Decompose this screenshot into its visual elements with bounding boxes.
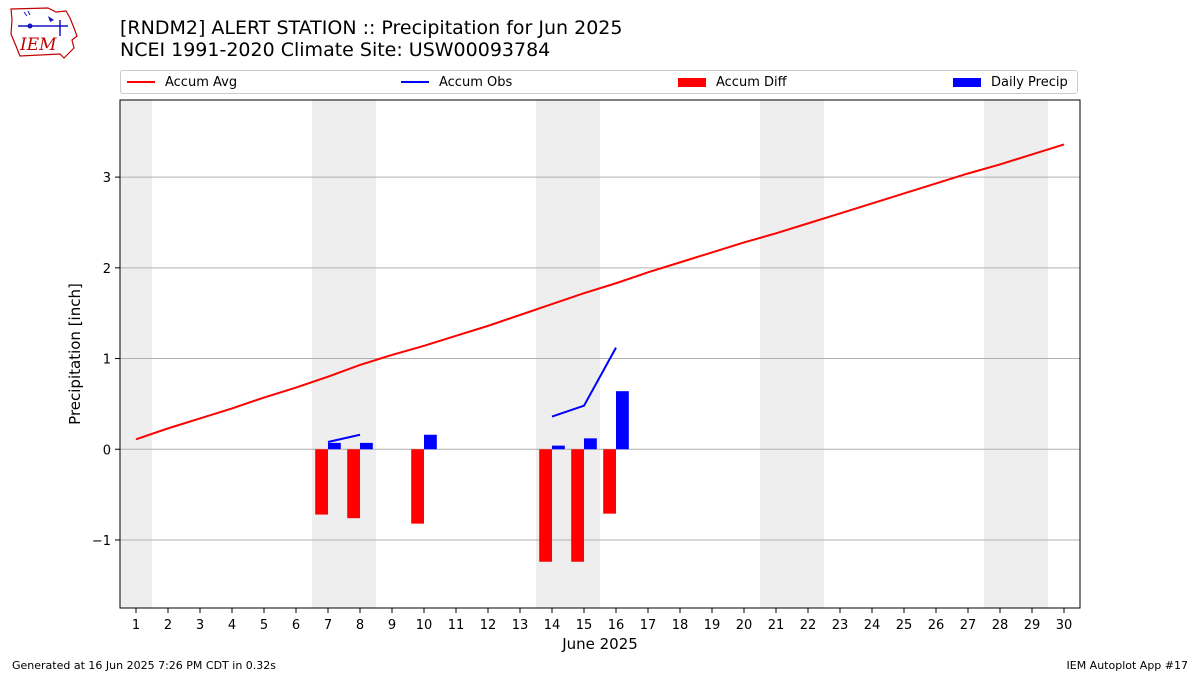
x-tick-label: 24 <box>864 618 881 633</box>
accum-diff-bar-day-14 <box>539 449 552 562</box>
x-tick-label: 17 <box>640 618 657 633</box>
y-tick-label: −1 <box>92 534 111 549</box>
weekend-band-1 <box>312 100 376 608</box>
y-tick-label: 2 <box>103 262 111 277</box>
x-tick-label: 22 <box>800 618 817 633</box>
daily-precip-bar-day-14 <box>552 445 565 450</box>
x-tick-label: 8 <box>356 618 364 633</box>
legend-item-accum-avg: Accum Avg <box>127 71 237 93</box>
legend-item-daily-precip: Daily Precip <box>953 71 1068 93</box>
grid-lines <box>120 176 1080 541</box>
legend-swatch-accum-diff <box>678 77 706 87</box>
x-tick-label: 10 <box>416 618 433 633</box>
legend-label-accum-diff: Accum Diff <box>716 74 787 90</box>
legend-item-accum-obs: Accum Obs <box>401 71 512 93</box>
y-tick-label: 3 <box>103 171 111 186</box>
plot-frame <box>119 99 1081 609</box>
legend-swatch-accum-avg <box>127 81 155 83</box>
x-axis-ticks: 1 2 3 4 5 6 7 8 9 10 11 12 13 14 15 16 17 18 19 20 21 22 23 24 2… <box>132 608 1072 633</box>
chart-title: [RNDM2] ALERT STATION :: Precipitation f… <box>120 17 623 39</box>
logo-text: IEM <box>19 35 57 55</box>
daily-precip-bar-day-7 <box>328 442 341 450</box>
accum-obs-line-segment-1 <box>551 347 617 418</box>
x-tick-label: 27 <box>960 618 977 633</box>
legend-label-accum-avg: Accum Avg <box>165 74 238 90</box>
daily-precip-bar-day-15 <box>584 438 597 450</box>
accum-diff-bar-day-8 <box>347 449 360 519</box>
x-tick-label: 29 <box>1024 618 1041 633</box>
iem-logo-icon: IEM <box>10 7 78 59</box>
legend-item-accum-diff: Accum Diff <box>678 71 787 93</box>
x-tick-label: 21 <box>768 618 785 633</box>
y-tick-label: 1 <box>103 353 111 368</box>
x-tick-label: 7 <box>324 618 332 633</box>
chart-subtitle: NCEI 1991-2020 Climate Site: USW00093784 <box>120 39 551 61</box>
bar-marks <box>315 391 629 562</box>
accum-avg-line <box>135 143 1065 441</box>
footer-app-text: IEM Autoplot App #17 <box>1066 659 1189 672</box>
accum-diff-bar-day-15 <box>571 449 584 562</box>
daily-precip-bar-day-10 <box>424 434 437 450</box>
legend-swatch-daily-precip <box>953 77 981 87</box>
chart-legend: Accum Avg Accum Obs Accum Diff Daily Pre… <box>120 70 1078 94</box>
footer-generated-text: Generated at 16 Jun 2025 7:26 PM CDT in … <box>12 659 277 672</box>
x-tick-label: 25 <box>896 618 913 633</box>
line-marks <box>135 143 1065 443</box>
daily-precip-bar-day-16 <box>616 391 629 450</box>
x-tick-label: 30 <box>1056 618 1073 633</box>
x-tick-label: 19 <box>704 618 721 633</box>
x-tick-label: 20 <box>736 618 753 633</box>
legend-label-accum-obs: Accum Obs <box>439 74 513 90</box>
x-tick-label: 2 <box>164 618 172 633</box>
accum-diff-bar-day-10 <box>411 449 424 524</box>
x-tick-label: 13 <box>512 618 529 633</box>
accum-obs-line-segment-0 <box>327 433 361 443</box>
x-tick-label: 11 <box>448 618 465 633</box>
legend-swatch-accum-obs <box>401 81 429 83</box>
daily-precip-bar-day-8 <box>360 442 373 450</box>
legend-label-daily-precip: Daily Precip <box>991 74 1068 90</box>
x-tick-label: 15 <box>576 618 593 633</box>
x-tick-label: 14 <box>544 618 561 633</box>
y-axis-label: Precipitation [inch] <box>66 283 84 425</box>
x-tick-label: 28 <box>992 618 1009 633</box>
weekend-shading <box>120 100 1048 608</box>
weekend-band-4 <box>984 100 1048 608</box>
weekend-band-3 <box>760 100 824 608</box>
x-tick-label: 9 <box>388 618 396 633</box>
x-tick-label: 3 <box>196 618 204 633</box>
x-tick-label: 23 <box>832 618 849 633</box>
x-tick-label: 4 <box>228 618 236 633</box>
x-tick-label: 18 <box>672 618 689 633</box>
x-tick-label: 6 <box>292 618 300 633</box>
x-tick-label: 16 <box>608 618 625 633</box>
x-tick-label: 1 <box>132 618 140 633</box>
x-tick-label: 26 <box>928 618 945 633</box>
x-tick-label: 12 <box>480 618 497 633</box>
accum-diff-bar-day-7 <box>315 449 328 515</box>
x-axis-label: June 2025 <box>561 635 638 653</box>
x-tick-label: 5 <box>260 618 268 633</box>
weekend-band-0 <box>120 100 152 608</box>
accum-diff-bar-day-16 <box>603 449 616 514</box>
y-axis-ticks: −1 0 1 2 3 <box>92 171 120 549</box>
y-tick-label: 0 <box>103 443 111 458</box>
